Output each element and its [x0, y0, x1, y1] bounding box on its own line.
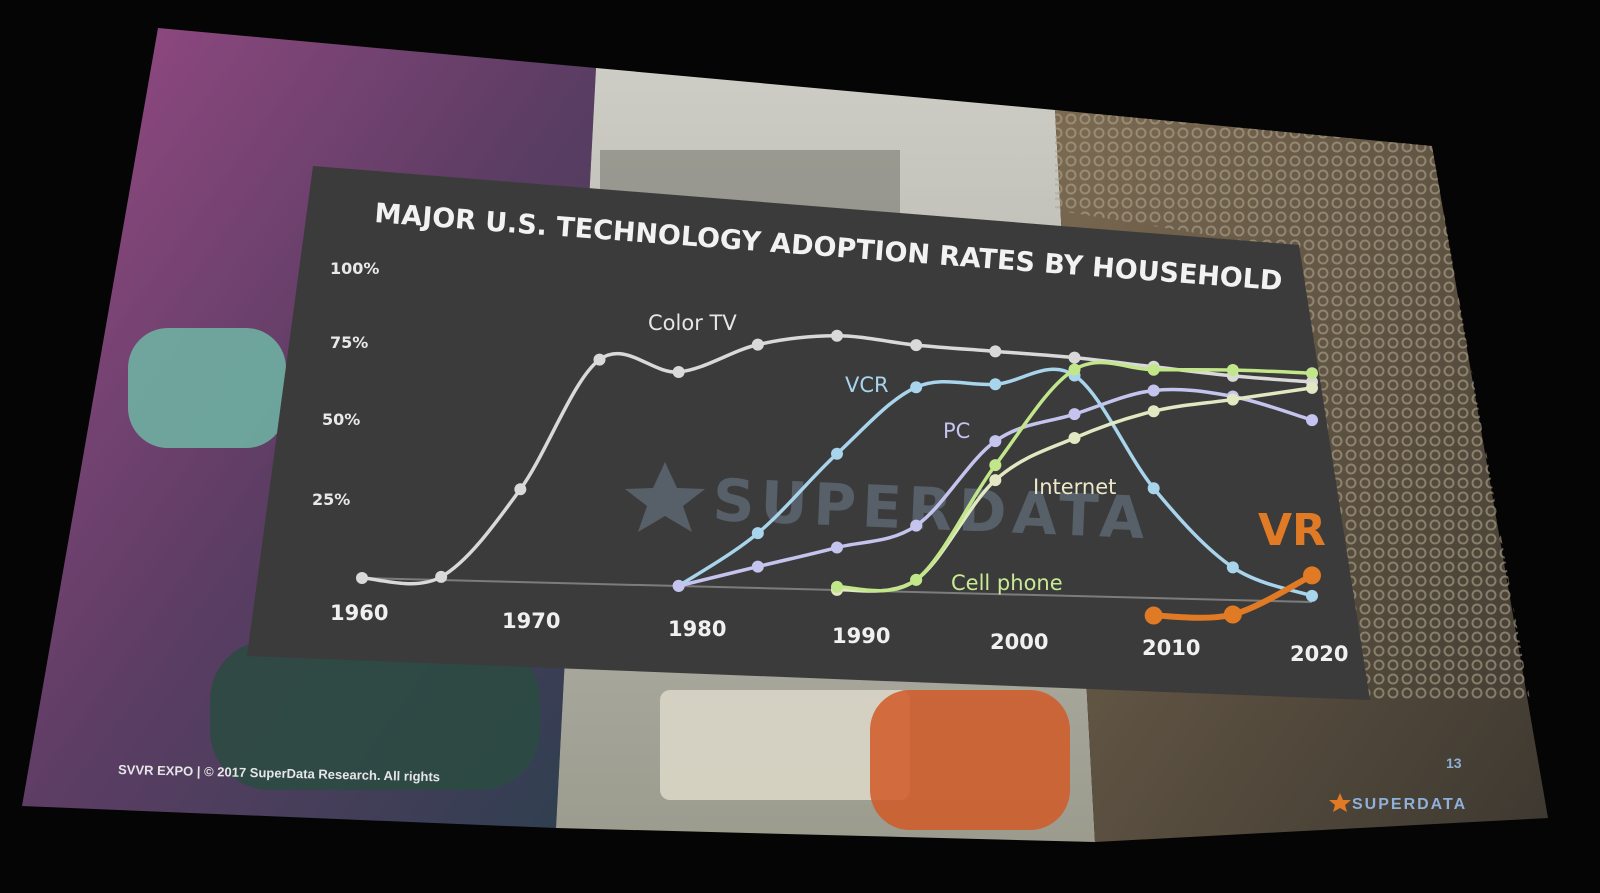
data-point-vcr: [831, 447, 843, 460]
data-point-cell_phone: [1226, 363, 1239, 376]
data-point-pc: [672, 579, 685, 592]
data-point-color_tv: [1068, 351, 1081, 364]
data-point-cell_phone: [1147, 363, 1160, 376]
y-tick-label: 100%: [330, 259, 379, 278]
brand-star-icon: [1329, 793, 1351, 812]
tv-screen: [128, 328, 286, 448]
data-point-cell_phone: [831, 580, 843, 593]
dark-shirt: [210, 640, 540, 790]
series-label-pc: PC: [943, 419, 970, 443]
data-point-color_tv: [751, 338, 764, 351]
data-point-color_tv: [356, 572, 368, 584]
data-point-color_tv: [514, 483, 527, 496]
x-tick-label: 2010: [1142, 636, 1200, 660]
data-point-vr: [1144, 606, 1163, 625]
data-point-internet: [1147, 405, 1160, 418]
data-point-pc: [831, 541, 843, 554]
data-point-pc: [1068, 408, 1081, 421]
data-point-vcr: [1226, 561, 1239, 574]
data-point-pc: [989, 435, 1002, 448]
data-point-pc: [751, 560, 764, 573]
data-point-vr: [1303, 566, 1321, 585]
footer-copyright: SVVR EXPO | © 2017 SuperData Research. A…: [118, 762, 440, 784]
series-label-cell-phone: Cell phone: [951, 571, 1063, 595]
data-point-pc: [1147, 384, 1160, 397]
data-point-vr: [1223, 605, 1242, 624]
x-tick-label: 1990: [832, 624, 890, 648]
data-point-internet: [1226, 393, 1239, 406]
series-label-vcr: VCR: [845, 373, 889, 397]
data-point-internet: [1068, 432, 1081, 445]
keyboard: [660, 690, 910, 800]
y-tick-label: 25%: [312, 490, 350, 509]
y-axis: 100% 75% 50% 25%: [312, 259, 379, 509]
data-point-vcr: [910, 381, 923, 394]
x-tick-label: 1980: [668, 617, 726, 641]
data-point-internet: [989, 474, 1002, 487]
data-point-color_tv: [989, 345, 1002, 358]
x-tick-label: 1960: [330, 601, 388, 625]
data-point-color_tv: [435, 570, 448, 583]
series-layer: [356, 329, 1321, 625]
orange-sleeve: [870, 690, 1070, 830]
slide-footer: SVVR EXPO | © 2017 SuperData Research. A…: [118, 755, 1467, 813]
series-label-color-tv: Color TV: [648, 311, 737, 335]
x-axis: 1960 1970 1980 1990 2000 2010 2020: [330, 601, 1348, 666]
data-point-color_tv: [593, 353, 606, 366]
data-point-color_tv: [831, 329, 843, 342]
series-label-internet: Internet: [1033, 475, 1116, 499]
data-point-pc: [910, 519, 923, 532]
data-point-cell_phone: [989, 459, 1002, 472]
data-point-pc: [1306, 414, 1318, 427]
footer-brand: SUPERDATA: [1352, 796, 1467, 813]
data-point-cell_phone: [1306, 367, 1318, 380]
data-point-cell_phone: [910, 573, 923, 586]
data-point-color_tv: [672, 365, 685, 378]
data-point-cell_phone: [1068, 363, 1081, 376]
data-point-color_tv: [910, 339, 923, 352]
series-label-vr: VR: [1258, 505, 1326, 556]
series-vr: [1144, 566, 1321, 625]
data-point-vcr: [1147, 482, 1160, 495]
data-point-vcr: [989, 378, 1002, 391]
data-point-vcr: [751, 527, 764, 540]
series-cell_phone: [831, 360, 1318, 593]
x-tick-label: 2000: [990, 630, 1048, 654]
mesh-fence: [1055, 110, 1530, 700]
data-point-vcr: [1306, 589, 1318, 602]
watermark-star-icon: [625, 462, 705, 532]
chart-card: [247, 166, 1370, 700]
x-tick-label: 2020: [1290, 642, 1348, 666]
series-pc: [672, 384, 1318, 592]
series-labels: Color TV VCR PC Internet Cell phone VR: [648, 311, 1326, 595]
y-tick-label: 50%: [322, 410, 360, 429]
x-tick-label: 1970: [502, 609, 560, 633]
data-point-internet: [1306, 381, 1318, 394]
y-tick-label: 75%: [330, 333, 368, 352]
page-number: 13: [1446, 755, 1462, 771]
